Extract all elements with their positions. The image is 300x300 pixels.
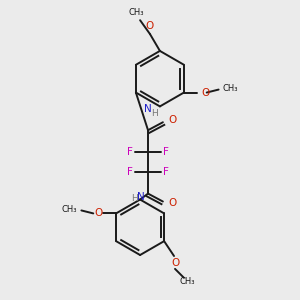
Text: H: H <box>131 194 137 203</box>
Text: CH₃: CH₃ <box>128 8 144 17</box>
Text: CH₃: CH₃ <box>179 277 195 286</box>
Text: N: N <box>137 192 145 202</box>
Text: N: N <box>144 104 152 114</box>
Text: F: F <box>163 147 169 157</box>
Text: F: F <box>163 167 169 177</box>
Text: O: O <box>169 199 177 208</box>
Text: CH₃: CH₃ <box>62 205 77 214</box>
Text: CH₃: CH₃ <box>223 84 238 93</box>
Text: O: O <box>202 88 210 98</box>
Text: F: F <box>127 147 133 157</box>
Text: O: O <box>94 208 102 218</box>
Text: O: O <box>145 21 153 31</box>
Text: F: F <box>127 167 133 177</box>
Text: O: O <box>171 258 179 268</box>
Text: H: H <box>152 109 158 118</box>
Text: O: O <box>169 115 177 125</box>
